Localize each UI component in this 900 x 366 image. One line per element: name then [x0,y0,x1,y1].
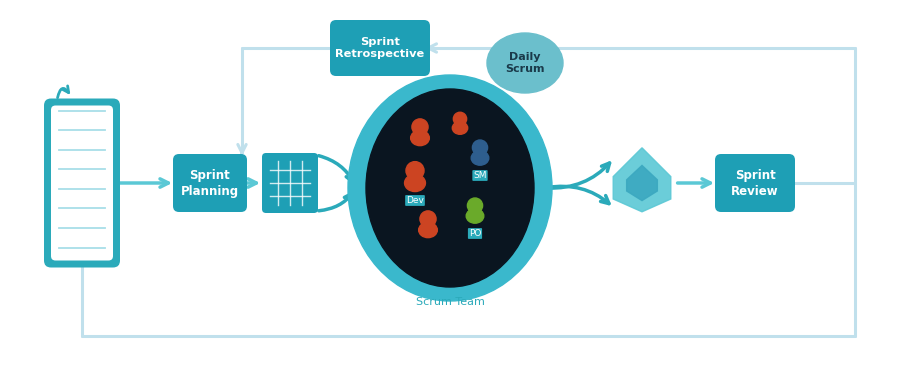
Circle shape [467,198,482,213]
FancyBboxPatch shape [44,98,120,268]
Text: Daily
Scrum: Daily Scrum [505,52,544,74]
Ellipse shape [348,75,552,301]
Circle shape [454,112,466,126]
Text: PO: PO [469,229,482,238]
FancyBboxPatch shape [262,153,318,213]
Polygon shape [613,148,670,212]
FancyBboxPatch shape [330,20,430,76]
Text: Sprint
Planning: Sprint Planning [181,168,239,198]
Ellipse shape [487,33,563,93]
Circle shape [472,140,488,155]
Ellipse shape [366,89,534,287]
Ellipse shape [453,122,468,134]
Ellipse shape [410,130,429,146]
Circle shape [406,162,424,180]
Ellipse shape [466,209,484,223]
FancyBboxPatch shape [51,105,113,261]
Text: Sprint
Retrospective: Sprint Retrospective [336,37,425,59]
Ellipse shape [472,151,489,165]
FancyBboxPatch shape [715,154,795,212]
Circle shape [412,119,428,135]
Ellipse shape [405,175,426,191]
Text: Dev: Dev [406,196,424,205]
Text: Scrum Team: Scrum Team [416,297,484,307]
Text: Sprint
Review: Sprint Review [731,168,778,198]
Polygon shape [626,165,657,201]
FancyBboxPatch shape [173,154,247,212]
Circle shape [420,211,436,227]
Text: SM: SM [473,171,487,180]
Ellipse shape [418,223,437,238]
